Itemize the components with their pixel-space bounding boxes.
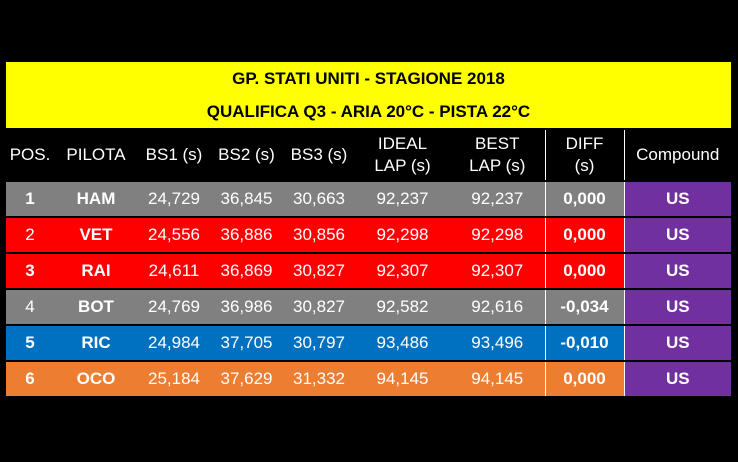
header-bs3: BS3 (s) xyxy=(290,145,348,164)
cell-pilota: VET xyxy=(54,216,138,253)
cell-bs3: 30,797 xyxy=(283,324,355,361)
header-ideal-b: LAP (s) xyxy=(374,156,431,175)
cell-bs3: 30,827 xyxy=(283,288,355,325)
header-best-b: LAP (s) xyxy=(469,156,526,175)
cell-compound: US xyxy=(624,324,731,361)
header-ideal-a: IDEAL xyxy=(377,134,428,153)
cell-bs3: 30,856 xyxy=(283,216,355,253)
cell-diff: 0,000 xyxy=(545,180,625,217)
cell-compound: US xyxy=(624,252,731,289)
cell-diff: -0,034 xyxy=(545,288,625,325)
cell-pos: 1 xyxy=(6,180,54,217)
cell-ideal: 92,582 xyxy=(355,288,450,325)
cell-bs1: 24,769 xyxy=(138,288,210,325)
cell-ideal: 92,237 xyxy=(355,180,450,217)
cell-diff: 0,000 xyxy=(545,216,625,253)
title-line-1: GP. STATI UNITI - STAGIONE 2018 xyxy=(232,69,505,88)
cell-ideal: 92,307 xyxy=(355,252,450,289)
cell-bs3: 30,663 xyxy=(283,180,355,217)
cell-bs1: 24,729 xyxy=(138,180,210,217)
cell-compound: US xyxy=(624,180,731,217)
header-diff-b: (s) xyxy=(574,156,595,175)
header-diff: DIFF (s) xyxy=(545,130,625,181)
cell-pos: 3 xyxy=(6,252,54,289)
cell-bs2: 36,886 xyxy=(210,216,283,253)
cell-ideal: 92,298 xyxy=(355,216,450,253)
table-row: 2 VET 24,556 36,886 30,856 92,298 92,298… xyxy=(6,216,731,253)
cell-diff: 0,000 xyxy=(545,360,625,396)
cell-bs1: 24,984 xyxy=(138,324,210,361)
cell-bs1: 25,184 xyxy=(138,360,210,396)
cell-bs2: 36,845 xyxy=(210,180,283,217)
cell-best: 93,496 xyxy=(450,324,546,361)
cell-pilota: BOT xyxy=(54,288,138,325)
cell-best: 92,237 xyxy=(450,180,546,217)
cell-compound: US xyxy=(624,216,731,253)
cell-pos: 4 xyxy=(6,288,54,325)
cell-best: 92,298 xyxy=(450,216,546,253)
cell-pos: 2 xyxy=(6,216,54,253)
cell-pos: 5 xyxy=(6,324,54,361)
header-pos: POS. xyxy=(9,145,51,164)
cell-bs2: 37,629 xyxy=(210,360,283,396)
cell-best: 92,616 xyxy=(450,288,546,325)
cell-bs2: 37,705 xyxy=(210,324,283,361)
cell-diff: 0,000 xyxy=(545,252,625,289)
cell-best: 92,307 xyxy=(450,252,546,289)
cell-bs3: 30,827 xyxy=(283,252,355,289)
table-row: 3 RAI 24,611 36,869 30,827 92,307 92,307… xyxy=(6,252,731,289)
table-row: 5 RIC 24,984 37,705 30,797 93,486 93,496… xyxy=(6,324,731,361)
cell-pilota: RIC xyxy=(54,324,138,361)
qualifying-table: POS. PILOTA BS1 (s) BS2 (s) BS3 (s) IDEA… xyxy=(6,130,731,396)
cell-bs1: 24,611 xyxy=(138,252,210,289)
cell-pilota: OCO xyxy=(54,360,138,396)
header-best-lap: BEST LAP (s) xyxy=(450,130,546,181)
cell-bs2: 36,986 xyxy=(210,288,283,325)
cell-pos: 6 xyxy=(6,360,54,396)
cell-ideal: 93,486 xyxy=(355,324,450,361)
cell-ideal: 94,145 xyxy=(355,360,450,396)
cell-compound: US xyxy=(624,288,731,325)
cell-pilota: RAI xyxy=(54,252,138,289)
table-row: 1 HAM 24,729 36,845 30,663 92,237 92,237… xyxy=(6,180,731,217)
header-bs2: BS2 (s) xyxy=(218,145,275,164)
header-best-a: BEST xyxy=(475,134,520,153)
cell-diff: -0,010 xyxy=(545,324,625,361)
header-bs1: BS1 (s) xyxy=(145,145,203,164)
header-row: POS. PILOTA BS1 (s) BS2 (s) BS3 (s) IDEA… xyxy=(6,130,731,181)
cell-best: 94,145 xyxy=(450,360,546,396)
header-compound: Compound xyxy=(636,145,720,164)
header-ideal-lap: IDEAL LAP (s) xyxy=(355,130,450,181)
header-diff-a: DIFF xyxy=(565,134,604,153)
header-pilota: PILOTA xyxy=(66,145,126,164)
cell-bs1: 24,556 xyxy=(138,216,210,253)
cell-pilota: HAM xyxy=(54,180,138,217)
table-row: 4 BOT 24,769 36,986 30,827 92,582 92,616… xyxy=(6,288,731,325)
title-line-2: QUALIFICA Q3 - ARIA 20°C - PISTA 22°C xyxy=(206,102,531,121)
table-row: 6 OCO 25,184 37,629 31,332 94,145 94,145… xyxy=(6,360,731,396)
cell-compound: US xyxy=(624,360,731,396)
cell-bs2: 36,869 xyxy=(210,252,283,289)
cell-bs3: 31,332 xyxy=(283,360,355,396)
title-banner: GP. STATI UNITI - STAGIONE 2018 QUALIFIC… xyxy=(6,62,731,128)
